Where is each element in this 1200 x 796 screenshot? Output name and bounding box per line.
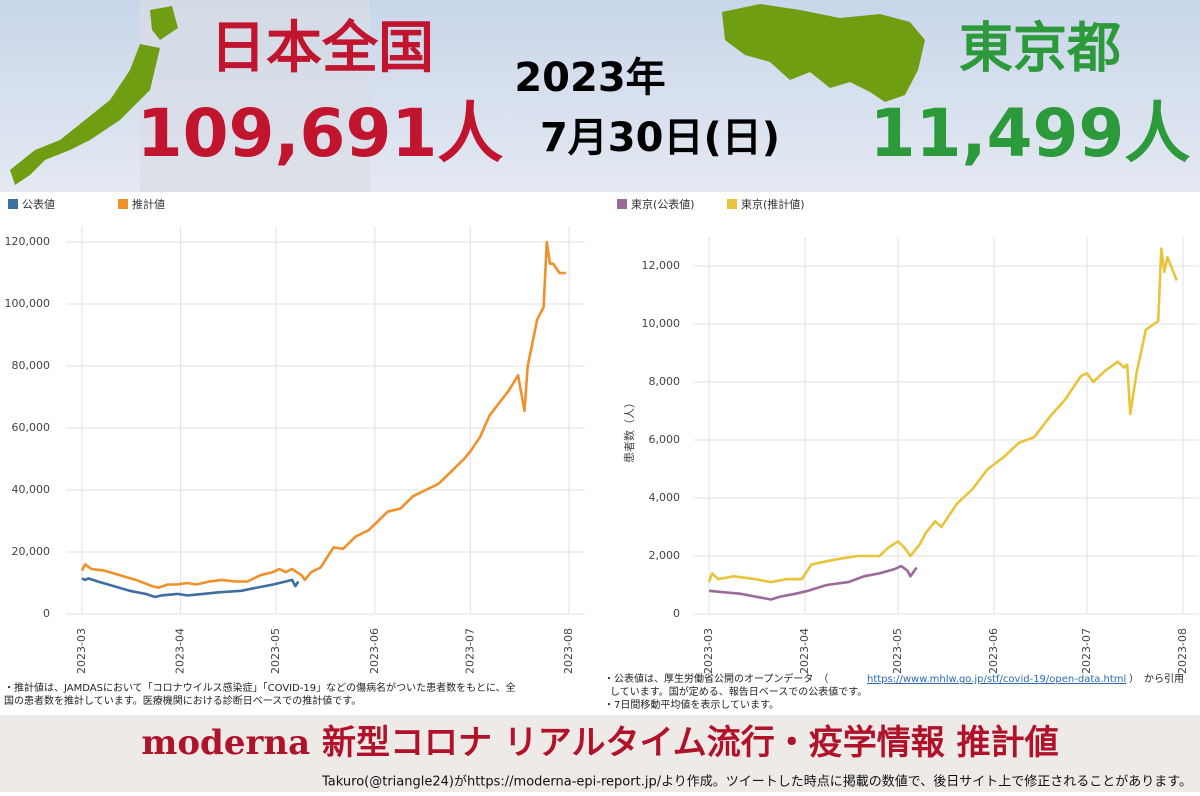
banner-background — [0, 715, 1200, 792]
footnote: ・7日間移動平均値を表示しています。 — [604, 698, 779, 711]
japan-title: 日本全国 — [210, 16, 434, 81]
footnote-link: https://www.mhlw.go.jp/stf/covid-19/open… — [867, 674, 1126, 685]
footnote: 国の患者数を推計しています。医療機関における診断日ベースでの推計値です。 — [4, 694, 361, 707]
y-tick-label: 2,000 — [649, 549, 681, 562]
x-tick-label: 2023-04 — [174, 628, 187, 674]
x-tick-label: 2023-06 — [368, 628, 381, 674]
y-tick-label: 0 — [673, 607, 680, 620]
x-tick-label: 2023-08 — [562, 628, 575, 674]
y-tick-label: 8,000 — [649, 375, 681, 388]
footnote: ） から引用 — [1129, 673, 1184, 685]
y-axis-label: 患者数（人） — [623, 397, 636, 463]
japan-map — [10, 6, 178, 185]
legend-label: 東京(公表値) — [631, 197, 695, 211]
legend-label: 公表値 — [22, 197, 55, 211]
footnote: ・公表値は、厚生労働省公開のオープンデータ （ — [604, 672, 828, 685]
x-tick-label: 2023-06 — [987, 628, 1000, 674]
series-line — [707, 247, 1179, 584]
y-tick-label: 100,000 — [5, 297, 51, 310]
y-tick-label: 12,000 — [642, 259, 681, 272]
credit: Takuro(@triangle24)がhttps://moderna-epi-… — [321, 774, 1192, 790]
y-tick-label: 40,000 — [12, 483, 51, 496]
legend-swatch — [8, 199, 18, 209]
y-tick-label: 10,000 — [642, 317, 681, 330]
y-tick-label: 60,000 — [12, 421, 51, 434]
tokyo-count: 11,499人 — [870, 95, 1191, 172]
y-tick-label: 80,000 — [12, 359, 51, 372]
date: 7月30日(日) — [540, 115, 780, 161]
y-tick-label: 120,000 — [5, 235, 51, 248]
year: 2023年 — [514, 55, 665, 101]
x-tick-label: 2023-03 — [75, 628, 88, 674]
y-tick-label: 20,000 — [12, 545, 51, 558]
banner-title: moderna 新型コロナ リアルタイム流行・疫学情報 推計値 — [141, 723, 1058, 763]
series-line — [81, 577, 300, 599]
x-tick-label: 2023-04 — [798, 628, 811, 674]
tokyo-map — [722, 4, 925, 102]
footnote: しています。国が定める、報告日ベースでの公表値です。 — [610, 685, 867, 698]
building — [140, 0, 370, 192]
series-line — [80, 240, 566, 589]
y-tick-label: 6,000 — [649, 433, 681, 446]
legend-label: 東京(推計値) — [741, 197, 805, 211]
legend-label: 推計値 — [132, 197, 165, 211]
tokyo-title: 東京都 — [959, 17, 1121, 80]
footnote: ・推計値は、JAMDASにおいて「コロナウイルス感染症」「COVID-19」など… — [4, 681, 516, 694]
y-tick-label: 4,000 — [649, 491, 681, 504]
x-tick-label: 2023-08 — [1176, 628, 1189, 674]
legend-swatch — [727, 199, 737, 209]
x-tick-label: 2023-07 — [463, 628, 476, 674]
y-tick-label: 0 — [43, 607, 50, 620]
x-tick-label: 2023-07 — [1080, 628, 1093, 674]
x-tick-label: 2023-05 — [269, 628, 282, 674]
japan-count: 109,691人 — [137, 95, 504, 172]
x-tick-label: 2023-03 — [702, 628, 715, 674]
chart-background — [0, 192, 1200, 715]
legend-swatch — [118, 199, 128, 209]
series-line — [708, 564, 918, 601]
x-tick-label: 2023-05 — [891, 628, 904, 674]
legend-swatch — [617, 199, 627, 209]
